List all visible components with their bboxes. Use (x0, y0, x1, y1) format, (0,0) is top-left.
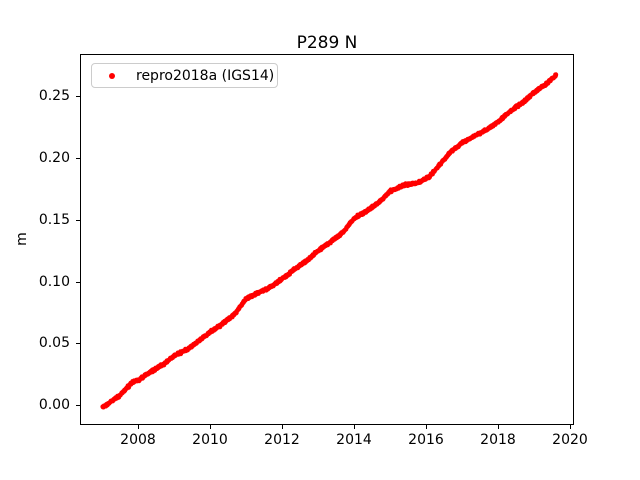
y-tick-label: 0.00 (38, 397, 70, 413)
x-tick-label: 2014 (336, 432, 372, 448)
y-tick-label: 0.05 (38, 335, 70, 351)
x-tick-label: 2012 (264, 432, 300, 448)
chart-title: P289 N (296, 33, 358, 53)
x-tick-label: 2016 (408, 432, 444, 448)
y-tick-label: 0.25 (38, 88, 70, 104)
x-tick-label: 2008 (120, 432, 156, 448)
x-tick-label: 2020 (552, 432, 588, 448)
y-axis-label: m (12, 229, 32, 249)
legend-marker-dot (109, 72, 115, 79)
x-tick-label: 2010 (192, 432, 228, 448)
y-axis-label-text: m (14, 232, 30, 246)
x-tick-label: 2018 (480, 432, 516, 448)
legend-series-label: repro2018a (IGS14) (136, 67, 275, 84)
y-tick-label: 0.10 (38, 274, 70, 290)
y-tick-label: 0.20 (38, 150, 70, 166)
legend: repro2018a (IGS14) (91, 63, 278, 88)
y-tick-label: 0.15 (38, 212, 70, 228)
